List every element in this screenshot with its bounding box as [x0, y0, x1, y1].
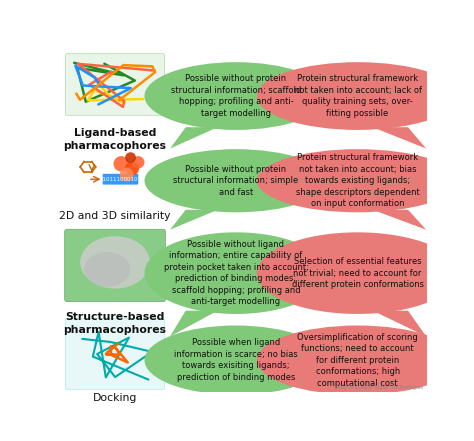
- Polygon shape: [170, 210, 218, 230]
- Polygon shape: [373, 392, 426, 414]
- Ellipse shape: [145, 62, 328, 130]
- Circle shape: [120, 168, 134, 182]
- Circle shape: [125, 161, 139, 176]
- Text: Docking: Docking: [93, 393, 137, 403]
- Text: 010111000101: 010111000101: [100, 177, 141, 182]
- Circle shape: [125, 152, 136, 163]
- Polygon shape: [373, 127, 426, 149]
- Text: Protein structural framework
not taken into account; lack of
quality training se: Protein structural framework not taken i…: [293, 75, 422, 118]
- FancyBboxPatch shape: [65, 318, 164, 389]
- Text: Ligand-based
pharmacophores: Ligand-based pharmacophores: [64, 128, 166, 151]
- Ellipse shape: [257, 325, 458, 395]
- Polygon shape: [170, 127, 218, 149]
- Text: 2D and 3D similarity: 2D and 3D similarity: [59, 211, 171, 221]
- Text: Drug Discovery Today: Technologies: Drug Discovery Today: Technologies: [336, 385, 423, 390]
- Text: Structure-based
pharmacophores: Structure-based pharmacophores: [64, 312, 166, 335]
- Polygon shape: [170, 311, 218, 336]
- Ellipse shape: [257, 149, 458, 212]
- FancyBboxPatch shape: [103, 174, 138, 185]
- Text: Selection of essential features
not trivial; need to account for
different prote: Selection of essential features not triv…: [292, 257, 424, 289]
- Circle shape: [113, 156, 129, 172]
- Text: Protein structural framework
not taken into account; bias
towards existing ligan: Protein structural framework not taken i…: [296, 153, 419, 208]
- Text: Possible without ligand
information; entire capability of
protein pocket taken i: Possible without ligand information; ent…: [164, 240, 309, 306]
- Polygon shape: [373, 210, 426, 230]
- Circle shape: [132, 156, 145, 168]
- Text: Oversimplification of scoring
functions; need to account
for different protein
c: Oversimplification of scoring functions;…: [297, 333, 418, 388]
- FancyBboxPatch shape: [65, 54, 164, 115]
- Ellipse shape: [145, 325, 328, 395]
- Ellipse shape: [145, 149, 328, 212]
- Ellipse shape: [145, 232, 328, 314]
- Text: Possible without protein
structural information; simple
and fast: Possible without protein structural info…: [173, 165, 299, 197]
- FancyBboxPatch shape: [64, 229, 165, 302]
- Polygon shape: [373, 311, 426, 336]
- Ellipse shape: [84, 252, 130, 287]
- Ellipse shape: [80, 236, 150, 288]
- Ellipse shape: [257, 232, 458, 314]
- Text: Possible when ligand
information is scarce; no bias
towards exisiting ligands;
p: Possible when ligand information is scar…: [174, 339, 298, 382]
- Ellipse shape: [257, 62, 458, 130]
- Polygon shape: [170, 392, 218, 414]
- Text: Possible without protein
structural information; scaffold
hopping; profiling and: Possible without protein structural info…: [171, 75, 301, 118]
